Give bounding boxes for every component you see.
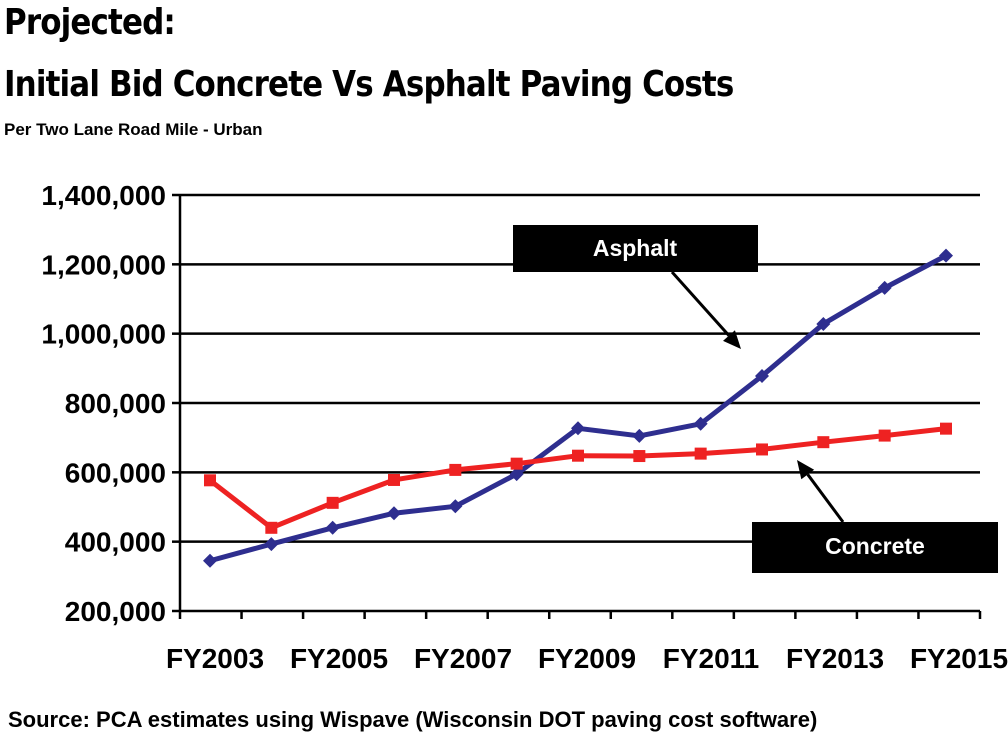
- data-series: [203, 248, 953, 568]
- concrete-series: [204, 422, 952, 534]
- asphalt-point: [632, 428, 647, 443]
- y-tick-label: 1,200,000: [41, 249, 166, 280]
- concrete-point: [572, 449, 584, 462]
- asphalt-callout-arrow-shaft: [670, 270, 731, 337]
- y-tick-label: 1,000,000: [41, 319, 166, 350]
- concrete-point: [878, 429, 891, 442]
- axes: [172, 193, 982, 619]
- chart-title-line1: Projected:: [4, 2, 176, 43]
- x-tick-label: FY2011: [663, 643, 760, 674]
- y-tick-label: 1,400,000: [41, 180, 166, 211]
- x-tick-label: FY2003: [166, 643, 264, 674]
- chart-title-line2: Initial Bid Concrete Vs Asphalt Paving C…: [4, 64, 734, 105]
- x-tick-label: FY2007: [414, 643, 512, 674]
- concrete-callout-label: Concrete: [825, 533, 925, 559]
- chart-subtitle: Per Two Lane Road Mile - Urban: [4, 120, 263, 139]
- concrete-callout-arrow: [797, 460, 845, 523]
- asphalt-point: [203, 553, 217, 568]
- concrete-callout-arrow-head: [797, 460, 815, 480]
- concrete-point: [510, 457, 523, 470]
- asphalt-callout-arrow-head: [723, 330, 741, 349]
- concrete-callout-arrow-shaft: [806, 473, 845, 523]
- source-note: Source: PCA estimates using Wispave (Wis…: [8, 707, 818, 732]
- asphalt-point: [448, 499, 463, 514]
- concrete-point: [204, 474, 216, 487]
- concrete-point: [817, 436, 830, 449]
- x-axis-tick-labels: FY2003 FY2005 FY2007 FY2009 FY2011 FY2013 FY20…: [166, 643, 1008, 674]
- concrete-point: [633, 450, 646, 463]
- asphalt-callout-label: Asphalt: [593, 235, 678, 261]
- y-tick-label: 400,000: [65, 527, 166, 558]
- concrete-point: [326, 496, 339, 509]
- asphalt-callout-box: [513, 225, 758, 272]
- asphalt-series: [203, 248, 953, 568]
- asphalt-point: [877, 280, 892, 295]
- asphalt-point: [755, 368, 769, 383]
- asphalt-point: [509, 467, 524, 482]
- x-tick-label: FY2009: [538, 643, 636, 674]
- asphalt-point: [693, 416, 708, 431]
- asphalt-callout: Asphalt: [513, 225, 758, 272]
- callouts: Asphalt Concrete: [513, 225, 998, 573]
- y-tick-label: 800,000: [65, 388, 166, 419]
- y-tick-label: 200,000: [65, 596, 166, 627]
- x-tick-label: FY2015: [910, 643, 1008, 674]
- x-tick-label: FY2005: [290, 643, 388, 674]
- asphalt-point: [325, 520, 340, 535]
- asphalt-point: [816, 316, 831, 331]
- asphalt-point: [939, 248, 953, 263]
- asphalt-line: [209, 253, 948, 564]
- concrete-point: [265, 521, 278, 534]
- x-tick-label: FY2013: [786, 643, 884, 674]
- concrete-point: [756, 443, 768, 456]
- asphalt-point: [387, 506, 401, 521]
- asphalt-point: [264, 537, 279, 552]
- asphalt-callout-arrow: [670, 270, 741, 349]
- concrete-callout: Concrete: [752, 522, 998, 573]
- y-axis-tick-labels: 200,000 400,000 600,000 800,000 1,000,000 1,2…: [41, 180, 166, 627]
- asphalt-point: [571, 421, 585, 436]
- concrete-point: [694, 447, 707, 460]
- y-tick-label: 600,000: [65, 457, 166, 488]
- concrete-callout-box: [752, 522, 998, 573]
- concrete-point: [940, 422, 952, 435]
- concrete-point: [449, 463, 462, 476]
- concrete-point: [388, 473, 400, 486]
